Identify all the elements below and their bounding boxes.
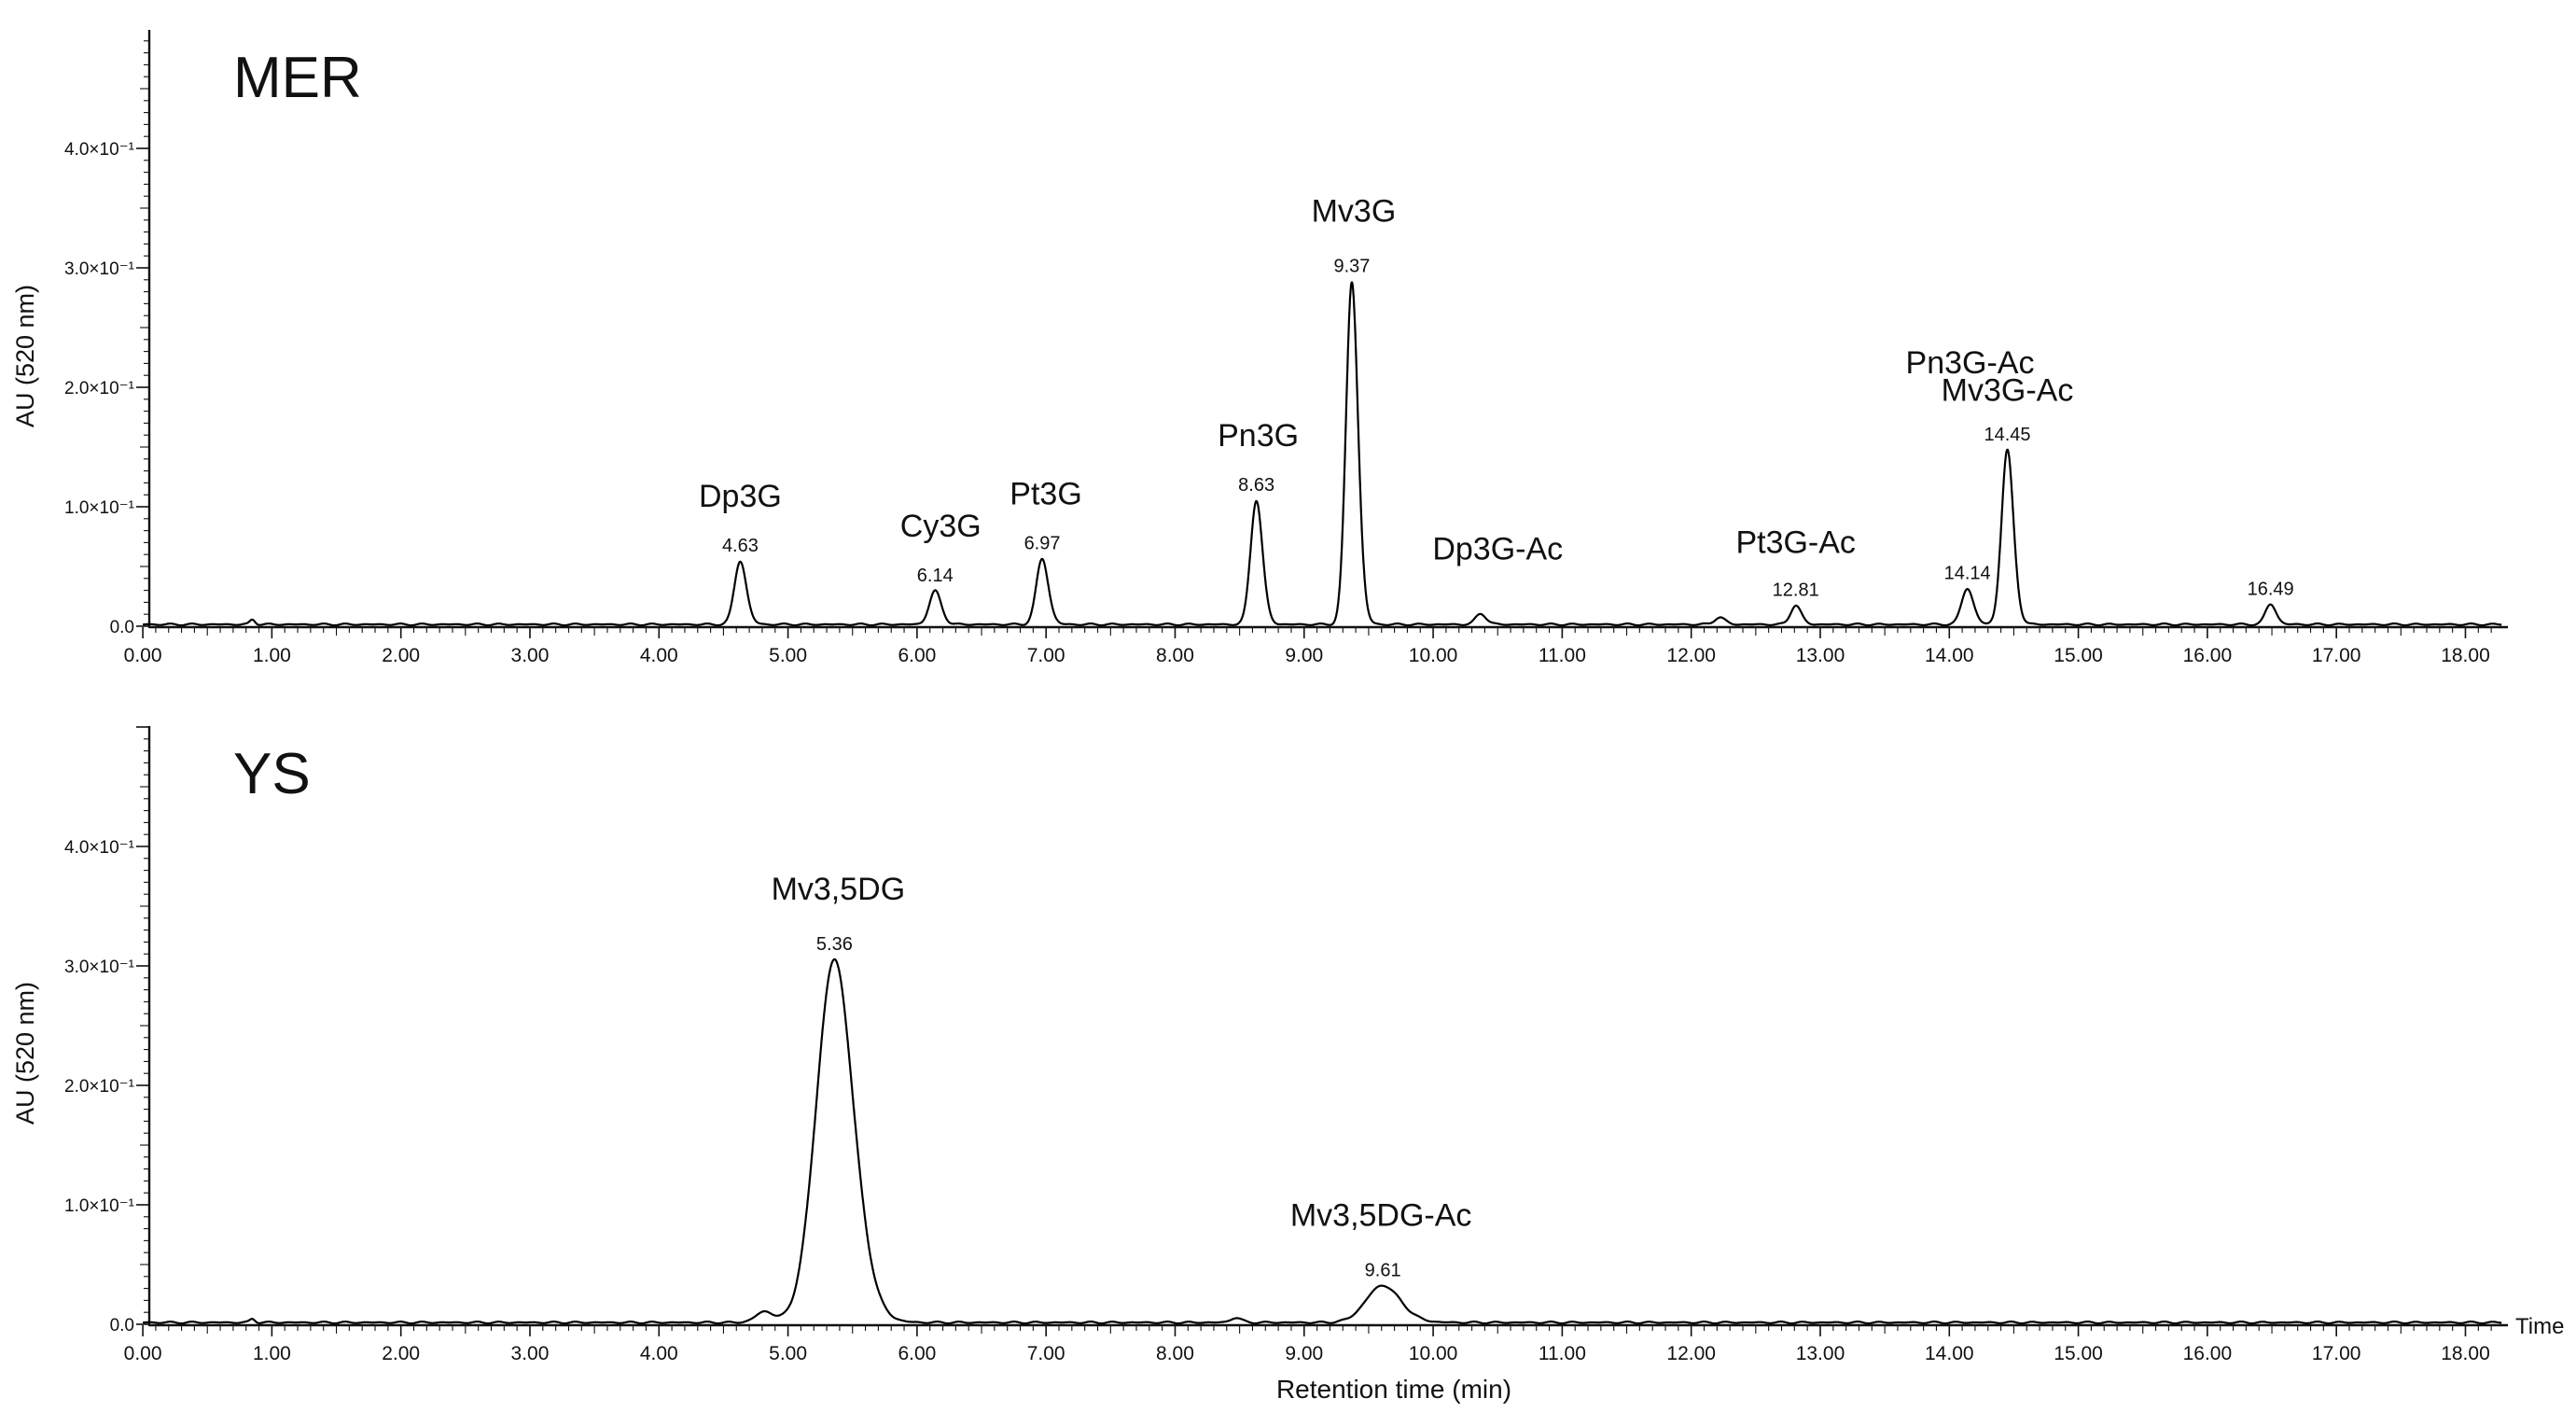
y-tick-label: 1.0×10⁻¹ (64, 498, 134, 518)
panel-mer: 0.0 1.0×10⁻¹ 2.0×10⁻¹ 3.0×10⁻¹ 4.0×10⁻¹ 0.00 1… (11, 30, 2508, 666)
peak-name-label: Mv3G (1312, 194, 1397, 230)
y-axis-title: AU (520 nm) (11, 285, 39, 427)
peak-name-label: Mv3,5DG-Ac (1290, 1197, 1472, 1233)
x-tick-label: 3.00 (511, 1343, 550, 1364)
x-tick-label: 12.00 (1666, 1343, 1716, 1364)
peak-retention-time-label: 14.14 (1944, 564, 1991, 584)
y-tick-label: 0.0 (110, 618, 134, 637)
x-tick-label: 15.00 (2054, 1343, 2103, 1364)
y-tick-label: 4.0×10⁻¹ (64, 140, 134, 160)
x-tick-label: 4.00 (640, 1343, 678, 1364)
x-tick-label: 10.00 (1409, 645, 1458, 666)
x-tick-label: 10.00 (1409, 1343, 1458, 1364)
peak-retention-time-label: 14.45 (1984, 425, 2030, 445)
x-tick-label: 18.00 (2441, 1343, 2490, 1364)
peak-name-label: Pn3G (1218, 418, 1299, 454)
x-tick-label: 18.00 (2441, 645, 2490, 666)
peak-retention-time-label: 6.14 (917, 566, 954, 586)
y-tick-label: 1.0×10⁻¹ (64, 1196, 134, 1216)
x-tick-label: 7.00 (1027, 645, 1065, 666)
x-tick-label: 11.00 (1539, 645, 1586, 666)
peak-retention-time-label: 16.49 (2248, 579, 2294, 599)
x-tick-label: 6.00 (898, 1343, 936, 1364)
panel-ys: 0.0 1.0×10⁻¹ 2.0×10⁻¹ 3.0×10⁻¹ 4.0×10⁻¹ 0.00 1… (11, 726, 2564, 1404)
y-tick-label: 0.0 (110, 1316, 134, 1335)
x-tick-label: 14.00 (1925, 645, 1974, 666)
x-tick-label: 11.00 (1539, 1343, 1586, 1364)
peak-name-label: Pn3G-Ac (1906, 345, 2035, 381)
panel-title: YS (233, 742, 311, 806)
y-tick-label: 2.0×10⁻¹ (64, 379, 134, 398)
x-tick-label: 7.00 (1027, 1343, 1065, 1364)
x-tick-label: 3.00 (511, 645, 550, 666)
x-tick-label: 1.00 (253, 1343, 291, 1364)
y-tick-label: 3.0×10⁻¹ (64, 259, 134, 279)
peak-name-label: Cy3G (900, 509, 982, 544)
peak-name-label: Dp3G-Ac (1432, 532, 1563, 567)
x-tick-label: 1.00 (253, 645, 291, 666)
peak-retention-time-label: 4.63 (722, 536, 759, 556)
peak-retention-time-label: 5.36 (816, 934, 853, 955)
chromatogram-trace (142, 281, 2502, 627)
x-tick-label: 6.00 (898, 645, 936, 666)
peak-name-label: Pt3G-Ac (1735, 525, 1855, 561)
x-tick-label: 16.00 (2183, 645, 2233, 666)
x-tick-label: 9.00 (1285, 645, 1323, 666)
y-tick-label: 3.0×10⁻¹ (64, 958, 134, 977)
peak-name-label: Mv3G-Ac (1942, 373, 2074, 409)
x-tick-label: 0.00 (124, 1343, 162, 1364)
y-axis-title: AU (520 nm) (11, 982, 39, 1125)
x-tick-label: 13.00 (1796, 645, 1845, 666)
x-tick-label: 5.00 (769, 645, 807, 666)
x-tick-label: 2.00 (382, 1343, 420, 1364)
peak-name-label: Mv3,5DG (772, 872, 906, 907)
x-tick-label: 4.00 (640, 645, 678, 666)
x-tick-label: 14.00 (1925, 1343, 1974, 1364)
x-axis-unit-label: Time (2515, 1314, 2564, 1339)
x-tick-label: 15.00 (2054, 645, 2103, 666)
x-tick-label: 0.00 (124, 645, 162, 666)
x-tick-label: 2.00 (382, 645, 420, 666)
x-tick-label: 8.00 (1156, 645, 1194, 666)
y-tick-label: 4.0×10⁻¹ (64, 838, 134, 858)
x-tick-label: 8.00 (1156, 1343, 1194, 1364)
x-tick-label: 5.00 (769, 1343, 807, 1364)
peak-retention-time-label: 9.61 (1365, 1260, 1401, 1280)
peak-retention-time-label: 9.37 (1333, 257, 1370, 277)
peak-name-label: Pt3G (1010, 477, 1081, 512)
x-tick-label: 16.00 (2183, 1343, 2233, 1364)
x-tick-label: 17.00 (2312, 645, 2361, 666)
panel-title: MER (233, 46, 362, 110)
y-tick-label: 2.0×10⁻¹ (64, 1077, 134, 1097)
x-tick-label: 13.00 (1796, 1343, 1845, 1364)
peak-name-label: Dp3G (699, 479, 782, 514)
x-tick-label: 9.00 (1285, 1343, 1323, 1364)
peak-retention-time-label: 6.97 (1024, 534, 1061, 554)
peak-retention-time-label: 8.63 (1238, 475, 1274, 496)
chromatogram-trace (142, 958, 2502, 1325)
x-tick-label: 17.00 (2312, 1343, 2361, 1364)
x-axis-title: Retention time (min) (1276, 1375, 1511, 1404)
x-tick-label: 12.00 (1666, 645, 1716, 666)
peak-retention-time-label: 12.81 (1773, 580, 1819, 601)
